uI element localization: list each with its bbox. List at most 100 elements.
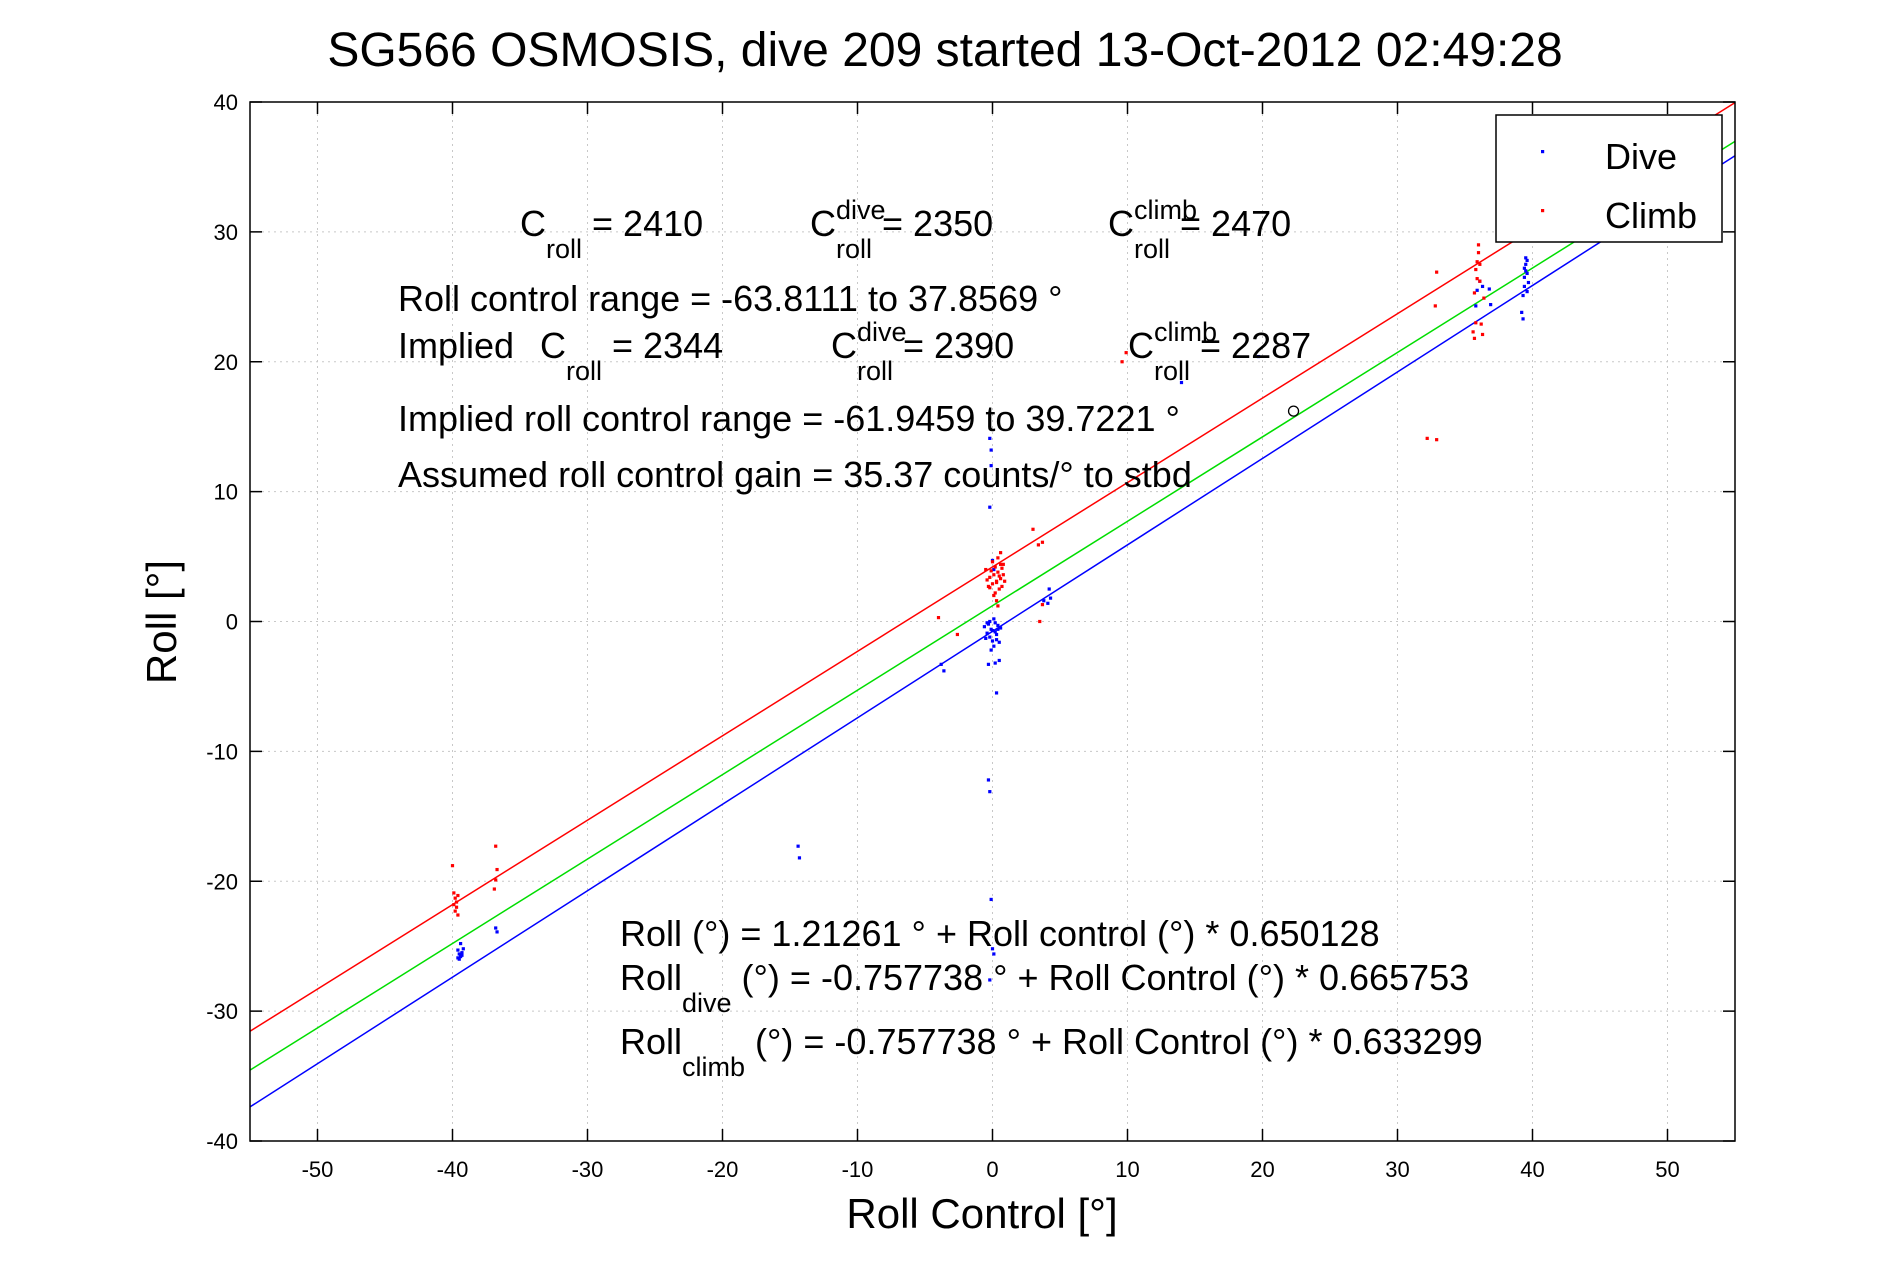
data-point <box>797 856 802 860</box>
data-point <box>1124 351 1128 355</box>
data-point <box>453 909 457 913</box>
data-point <box>996 570 1000 574</box>
data-point <box>495 930 499 934</box>
data-point <box>492 887 496 891</box>
data-point <box>989 448 993 452</box>
data-point <box>457 957 461 961</box>
data-point <box>988 575 992 579</box>
x-tick-label: 0 <box>986 1157 998 1182</box>
data-point <box>450 864 455 868</box>
data-point <box>1525 290 1529 294</box>
data-point <box>990 582 995 586</box>
open-marker <box>1287 405 1300 417</box>
data-point <box>1474 321 1478 325</box>
data-point <box>1000 566 1004 570</box>
data-point <box>1479 322 1483 326</box>
data-point <box>988 978 992 982</box>
data-point <box>942 669 946 673</box>
data-point <box>989 648 993 652</box>
data-point <box>988 436 992 440</box>
data-point <box>1478 262 1482 266</box>
data-point <box>1521 293 1525 298</box>
x-tick-label: -10 <box>842 1157 874 1182</box>
data-point <box>1001 573 1005 577</box>
c-roll-annotation: Cdive roll = 2350 <box>810 195 993 264</box>
data-point <box>994 580 999 585</box>
data-point <box>1435 270 1439 274</box>
data-point <box>992 644 996 648</box>
data-point <box>459 941 463 946</box>
data-point <box>996 627 1000 631</box>
data-point <box>1047 587 1051 591</box>
data-point <box>984 567 988 572</box>
series-climb <box>450 243 1486 917</box>
data-point <box>992 593 996 598</box>
data-point <box>993 565 997 569</box>
y-tick-label: 40 <box>214 90 238 115</box>
legend-box <box>1495 114 1723 243</box>
data-point <box>1524 269 1528 273</box>
data-point <box>461 947 465 951</box>
data-point <box>999 626 1003 630</box>
x-tick-label: -40 <box>437 1157 469 1182</box>
data-point <box>1474 267 1478 272</box>
data-point <box>997 658 1001 663</box>
y-tick-label: 20 <box>214 350 238 375</box>
data-point <box>985 621 989 625</box>
data-point <box>1476 251 1481 255</box>
data-point <box>1003 579 1007 583</box>
data-point <box>1036 543 1040 547</box>
data-point <box>1482 296 1486 300</box>
data-point <box>988 619 992 624</box>
data-point <box>452 891 456 895</box>
data-point <box>1489 303 1493 307</box>
y-tick-label: -10 <box>206 739 238 764</box>
data-point <box>988 586 992 590</box>
gain-annotation: Assumed roll control gain = 35.37 counts… <box>398 454 1192 495</box>
data-point <box>994 599 999 603</box>
implied-c-roll-annotation: Croll = 2344 <box>540 325 723 386</box>
data-point <box>454 905 459 909</box>
data-point <box>999 577 1003 581</box>
data-point <box>1526 280 1531 285</box>
plot-area: -50 -40 -30 -20 -10 0 10 20 30 40 50 -40 -30 -20 -10 0 1… <box>206 90 1736 1182</box>
data-point <box>1525 271 1529 276</box>
y-tick-label: -30 <box>206 999 238 1024</box>
data-point <box>495 867 499 872</box>
data-point <box>982 625 986 629</box>
data-point <box>936 616 941 620</box>
implied-c-roll-annotation: Cclimb roll = 2287 <box>1128 317 1311 386</box>
data-point <box>992 952 996 956</box>
data-point <box>994 632 999 637</box>
data-point <box>1038 619 1042 624</box>
data-point <box>1256 354 1261 359</box>
data-point <box>993 661 997 665</box>
data-point <box>993 621 997 625</box>
data-point <box>988 505 992 509</box>
data-point <box>1476 243 1481 247</box>
legend: Dive Climb <box>1495 114 1723 243</box>
data-point <box>990 560 995 564</box>
data-point <box>993 630 997 634</box>
x-tick-label: 10 <box>1115 1157 1139 1182</box>
data-point <box>994 691 999 695</box>
implied-range-annotation: Implied roll control range = -61.9459 to… <box>398 398 1180 439</box>
data-point <box>1480 284 1485 289</box>
y-tick-label: 0 <box>226 610 238 635</box>
x-tick-label: 20 <box>1250 1157 1274 1182</box>
data-point <box>1472 291 1477 295</box>
data-point <box>992 573 996 577</box>
data-point <box>1042 599 1046 603</box>
x-tick-label: 40 <box>1520 1157 1544 1182</box>
data-point <box>456 893 460 898</box>
data-point <box>985 578 989 582</box>
data-point <box>1478 279 1482 283</box>
data-point <box>993 591 997 595</box>
data-point <box>1522 275 1526 279</box>
data-point <box>1487 287 1491 291</box>
data-point <box>1046 601 1050 605</box>
data-point <box>460 953 464 957</box>
y-tick-label: 30 <box>214 220 238 245</box>
data-point <box>494 844 498 848</box>
data-point <box>1435 438 1439 442</box>
